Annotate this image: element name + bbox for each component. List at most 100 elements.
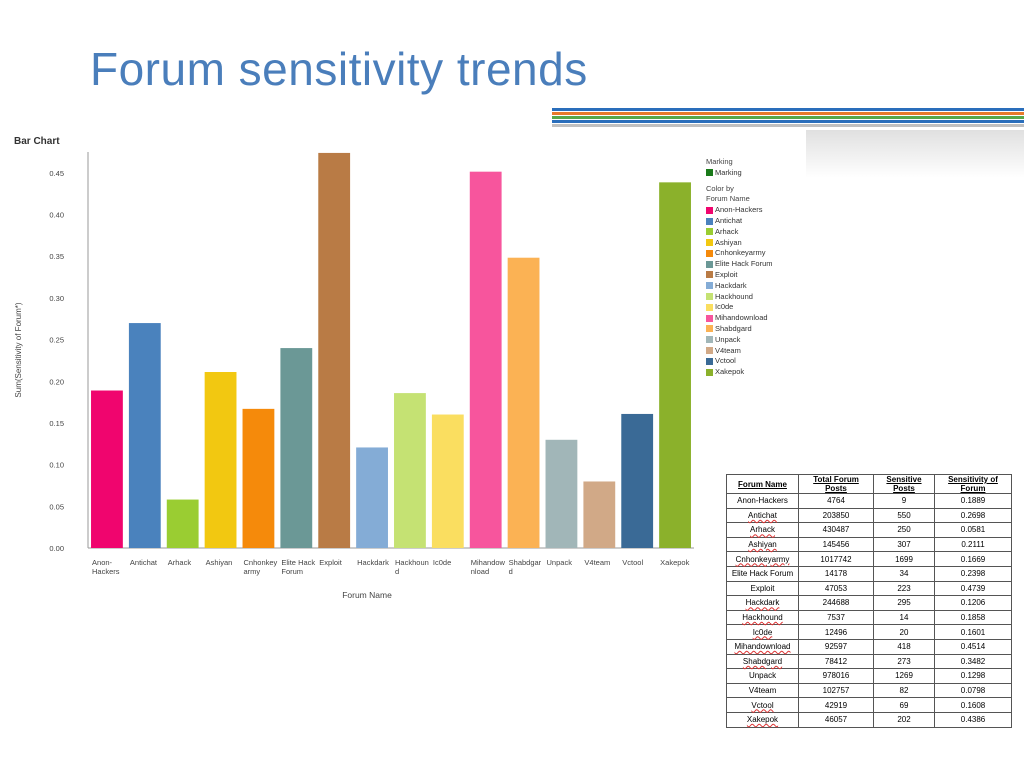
table-cell-text: Hackhound — [742, 613, 783, 623]
bar-cnhonkeyarmy — [242, 408, 275, 548]
table-cell-text: Cnhonkeyarmy — [735, 554, 790, 564]
legend-marking-item: Marking — [706, 168, 773, 179]
bar-vctool — [621, 413, 654, 548]
legend-label: Elite Hack Forum — [715, 259, 773, 269]
table-cell: 0.2398 — [934, 565, 1012, 582]
table-cell-text: 0.1601 — [960, 627, 986, 637]
table-cell-text: 0.1858 — [960, 613, 986, 623]
y-tick-label: 0.15 — [49, 419, 64, 428]
table-cell-text: 430487 — [822, 525, 850, 535]
table-cell: 0.0798 — [934, 682, 1012, 699]
table-header-row: Forum Name Total Forum Posts Sensitive P… — [726, 474, 1012, 494]
legend-item: Hackdark — [706, 281, 773, 292]
table-cell-text: 0.0581 — [960, 525, 986, 535]
table-cell-text: V4team — [748, 686, 777, 696]
table-cell-text: 14 — [899, 613, 909, 623]
x-tick-label: Hackdark — [357, 558, 389, 567]
table-cell-text: 273 — [897, 656, 911, 666]
legend-item: Vctool — [706, 356, 773, 367]
chart-panel: Bar Chart 0.00 0.05 0.10 0.15 0.20 0.25 0.30 0.3… — [10, 130, 806, 600]
bar-unpack — [545, 439, 578, 548]
table-cell: 145456 — [798, 536, 874, 553]
table-cell: 0.4739 — [934, 580, 1012, 597]
table-cell-text: Xakepok — [746, 715, 779, 725]
legend-label: Unpack — [715, 334, 741, 344]
x-tick-label: Shabdgar — [509, 558, 542, 567]
header-total-posts: Total Forum Posts — [798, 474, 874, 494]
chart-legend: Marking Marking Color by Forum Name Anon… — [706, 157, 773, 378]
legend-swatch — [706, 347, 713, 355]
table-cell-text: 42919 — [824, 700, 848, 710]
decorative-shadow — [806, 130, 1024, 178]
table-cell: 1699 — [873, 551, 935, 567]
table-cell-text: 295 — [897, 598, 911, 608]
table-cell-text: 102757 — [822, 686, 850, 696]
legend-swatch — [706, 169, 713, 177]
table-cell: Cnhonkeyarmy — [726, 551, 799, 567]
table-cell-text: 34 — [899, 569, 909, 579]
x-tick-label: Hackhoun — [395, 558, 429, 567]
table-cell: 418 — [873, 638, 935, 655]
table-row: Hackdark 244688 295 0.1206 — [726, 595, 1012, 611]
table-cell: 0.1889 — [934, 493, 1012, 509]
bar-mihandownload — [469, 171, 502, 549]
table-cell-text: Mihandownload — [734, 642, 791, 652]
legend-label: Shabdgard — [715, 323, 752, 333]
stripe-line — [552, 116, 1024, 119]
bar-arhack — [166, 499, 199, 548]
table-row: Unpack 978016 1269 0.1298 — [726, 668, 1012, 684]
table-cell-text: Vctool — [751, 700, 774, 710]
legend-item: Unpack — [706, 335, 773, 346]
table-cell-text: Hackdark — [745, 598, 780, 608]
x-tick-label: d — [395, 567, 399, 576]
table-cell-text: Unpack — [748, 671, 777, 681]
table-row: V4team 102757 82 0.0798 — [726, 682, 1012, 699]
table-cell-text: 202 — [897, 715, 911, 725]
x-tick-label: Forum — [281, 567, 303, 576]
bar-hackdark — [356, 447, 388, 548]
x-tick-label: Elite Hack — [281, 558, 315, 567]
bar-elite-hack-forum — [280, 348, 313, 548]
header-sensitive-posts: Sensitive Posts — [873, 474, 935, 494]
bar-v4team — [583, 481, 616, 548]
legend-swatch — [706, 293, 713, 301]
legend-marking-label: Marking — [715, 167, 742, 177]
table-cell-text: 0.1206 — [960, 598, 986, 608]
bar-ashiyan — [204, 372, 237, 548]
legend-swatch — [706, 336, 713, 344]
table-cell: 273 — [873, 653, 935, 670]
table-cell-text: 0.1298 — [960, 671, 986, 681]
table-cell: 978016 — [798, 668, 874, 684]
legend-item: Ashiyan — [706, 238, 773, 249]
table-cell-text: Anon-Hackers — [737, 496, 788, 506]
table-cell: 430487 — [798, 522, 874, 538]
legend-swatch — [706, 303, 713, 311]
legend-swatch — [706, 228, 713, 236]
table-cell-text: 0.3482 — [960, 656, 986, 666]
legend-color-title-1: Color by — [706, 183, 734, 193]
table-cell-text: 307 — [897, 540, 911, 550]
legend-color-title-2: Forum Name — [706, 194, 750, 204]
legend-swatch — [706, 357, 713, 365]
decorative-stripes — [552, 108, 1024, 130]
legend-item: Antichat — [706, 216, 773, 227]
legend-swatch — [706, 217, 713, 225]
table-cell-text: 0.4386 — [960, 715, 986, 725]
table-cell-text: 203850 — [822, 510, 850, 520]
legend-swatch — [706, 282, 713, 290]
x-tick-label: Vctool — [622, 558, 643, 567]
legend-swatch — [706, 368, 713, 376]
table-cell: 1017742 — [798, 551, 874, 567]
table-cell: 244688 — [798, 595, 874, 611]
table-cell-text: 978016 — [822, 671, 850, 681]
bar-exploit — [318, 152, 351, 548]
header-sensitivity: Sensitivity of Forum — [934, 474, 1012, 494]
table-cell-text: 78412 — [824, 656, 848, 666]
table-cell-text: 0.1608 — [960, 700, 986, 710]
forum-data-table: Forum Name Total Forum Posts Sensitive P… — [726, 474, 1012, 728]
stripe-line — [552, 112, 1024, 115]
table-cell: 0.0581 — [934, 522, 1012, 538]
table-row: Shabdgard 78412 273 0.3482 — [726, 653, 1012, 670]
x-tick-label: army — [244, 567, 261, 576]
legend-label: Exploit — [715, 269, 738, 279]
